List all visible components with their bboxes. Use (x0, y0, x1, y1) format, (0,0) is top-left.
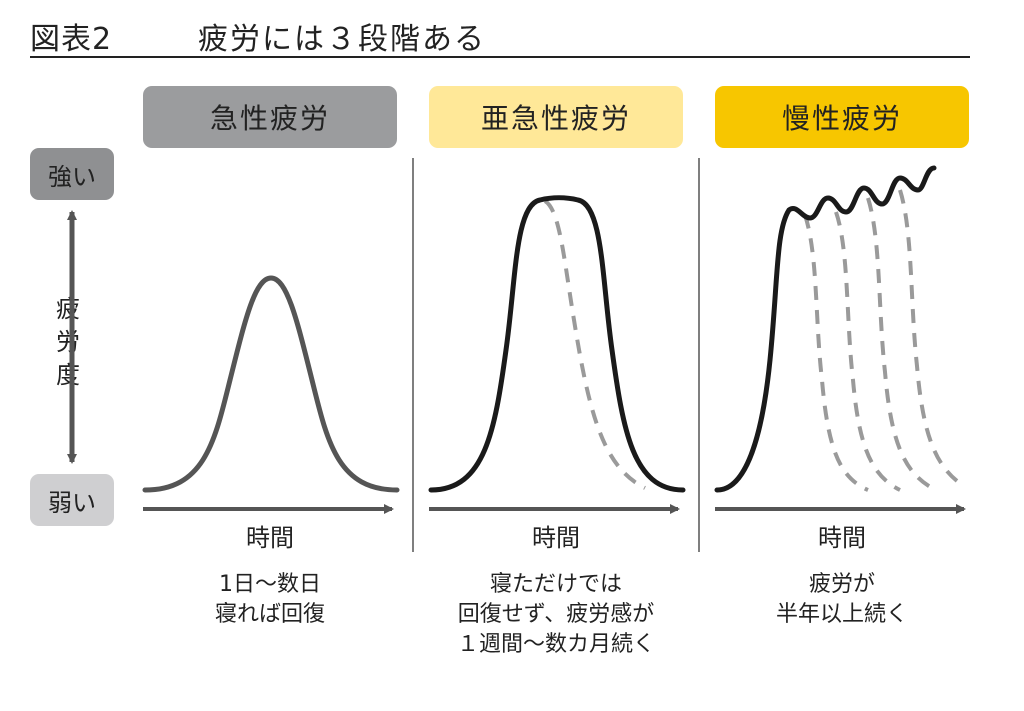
acute-fatigue-curve (142, 275, 400, 493)
stage-header-chronic: 慢性疲労 (715, 86, 969, 148)
subacute-fatigue-curve (428, 195, 686, 493)
stage-header-subacute: 亜急性疲労 (429, 86, 683, 148)
figure-label: 図表2 (30, 22, 113, 57)
time-label-subacute: 時間 (532, 524, 580, 552)
chronic-recovery-dashed-2 (834, 211, 901, 492)
page-title: 疲労には３段階ある (198, 22, 486, 57)
chronic-recovery-dashed-3 (866, 197, 933, 490)
stage-header-acute: 急性疲労 (143, 86, 397, 148)
description-subacute: 寝ただけでは 回復せず、疲労感が １週間～数カ月続く (456, 572, 655, 657)
subacute-recovery-dashed (543, 199, 646, 490)
time-label-acute: 時間 (246, 524, 294, 552)
description-chronic: 疲労が 半年以上続く (775, 572, 908, 627)
weak-label: 弱い (30, 474, 114, 526)
chronic-recovery-dashed-4 (898, 189, 966, 488)
chronic-recovery-dashed-1 (803, 214, 869, 492)
strong-label: 強い (30, 148, 114, 200)
time-label-chronic: 時間 (818, 524, 866, 552)
description-acute: 1日～数日 寝れば回復 (214, 572, 325, 627)
title-rule (30, 56, 970, 58)
chronic-fatigue-curve (714, 165, 937, 493)
